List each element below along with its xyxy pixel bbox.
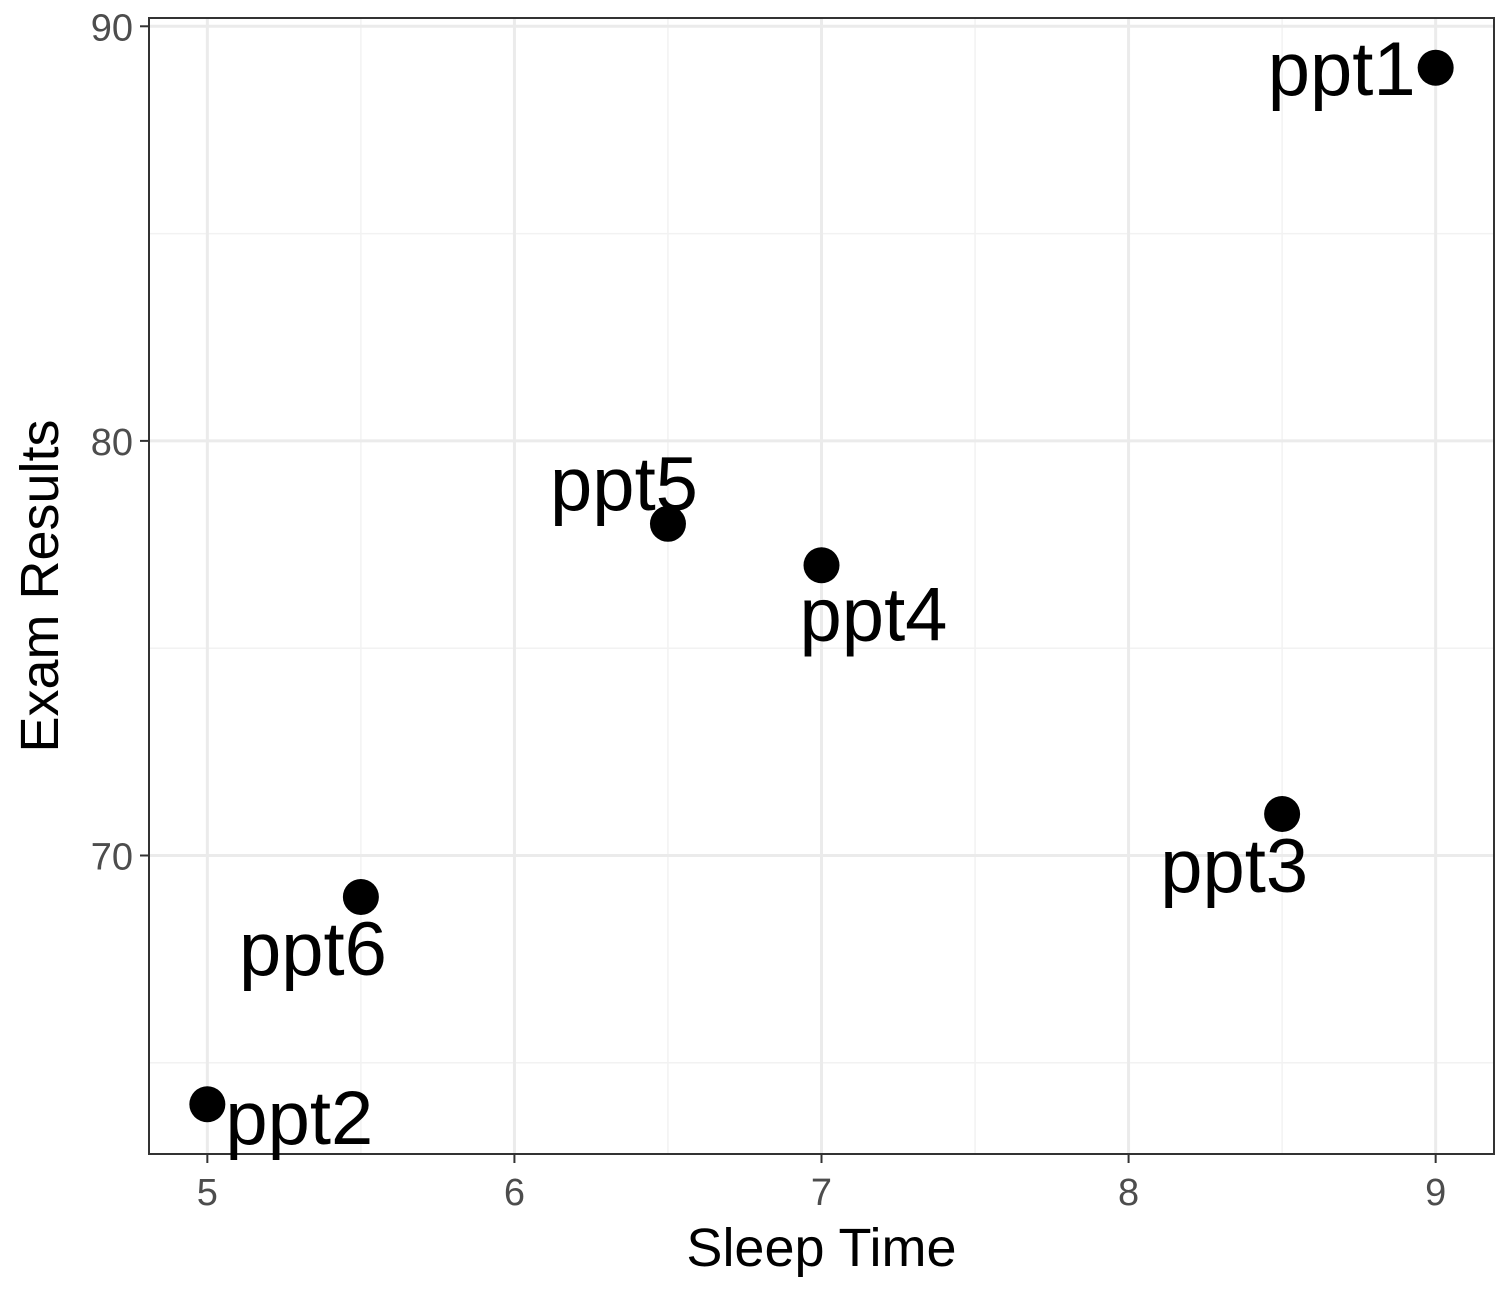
point-label-ppt4: ppt4 bbox=[800, 572, 948, 657]
y-axis-title: Exam Results bbox=[10, 419, 70, 752]
x-tick-label: 6 bbox=[504, 1172, 525, 1214]
x-tick-label: 7 bbox=[811, 1172, 832, 1214]
point-label-ppt2: ppt2 bbox=[225, 1076, 373, 1161]
y-tick-label: 70 bbox=[91, 836, 133, 878]
major-gridlines bbox=[149, 18, 1494, 1154]
data-points bbox=[189, 49, 1454, 1123]
y-axis-ticks: 70 80 90 bbox=[91, 7, 149, 878]
data-point-ppt5 bbox=[649, 505, 686, 542]
x-axis-ticks: 5 6 7 8 9 bbox=[197, 1154, 1446, 1214]
point-label-ppt1: ppt1 bbox=[1268, 27, 1416, 112]
data-point-ppt6 bbox=[342, 878, 379, 915]
point-label-ppt3: ppt3 bbox=[1160, 824, 1308, 909]
data-point-ppt1 bbox=[1417, 49, 1454, 86]
y-tick-label: 80 bbox=[91, 422, 133, 464]
data-point-ppt3 bbox=[1264, 796, 1301, 833]
y-tick-label: 90 bbox=[91, 7, 133, 49]
data-point-ppt2 bbox=[189, 1086, 226, 1123]
x-tick-label: 9 bbox=[1425, 1172, 1446, 1214]
point-label-ppt5: ppt5 bbox=[550, 442, 698, 527]
x-tick-label: 8 bbox=[1118, 1172, 1139, 1214]
point-labels: ppt1 ppt2 ppt3 ppt4 ppt5 ppt6 bbox=[225, 27, 1415, 1161]
x-tick-label: 5 bbox=[197, 1172, 218, 1214]
data-point-ppt4 bbox=[803, 547, 840, 584]
point-label-ppt6: ppt6 bbox=[239, 907, 387, 992]
x-axis-title: Sleep Time bbox=[686, 1218, 956, 1278]
